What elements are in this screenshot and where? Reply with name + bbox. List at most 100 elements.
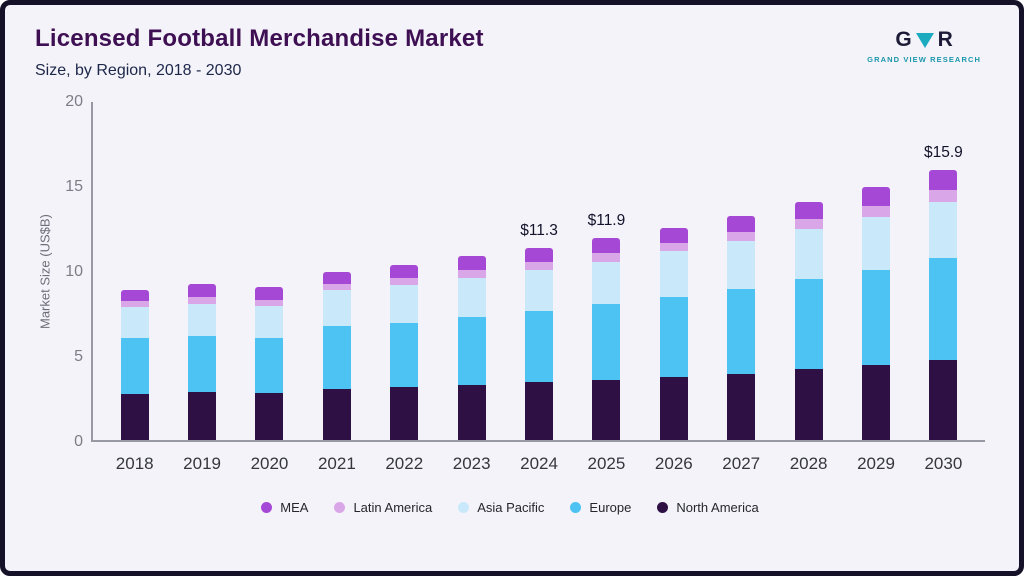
plot-bars: $11.3 $11.9 $15.9 (93, 102, 985, 440)
bar-column-2030: $15.9 (910, 102, 977, 440)
page-subtitle: Size, by Region, 2018 - 2030 (35, 62, 242, 79)
bar-segment-north-america (255, 393, 284, 440)
bar-segment-europe (188, 336, 217, 393)
x-axis-label: 2020 (250, 454, 289, 473)
bar-segment-latin-america (120, 301, 149, 308)
bar-segment-asia-pacific (861, 217, 890, 271)
x-axis-labels: 2018 2019 2020 2021 2022 2023 2024 2025 2026 2027… (93, 442, 985, 474)
bar-segment-europe (929, 258, 958, 361)
x-axis-spacer (35, 442, 93, 474)
bar-segment-mea (120, 290, 149, 302)
bar-segment-asia-pacific (255, 305, 284, 338)
bar-segment-mea (525, 247, 554, 262)
y-tick-label: 20 (65, 93, 83, 110)
bar-stack (861, 186, 890, 440)
bar-segment-europe (525, 310, 554, 383)
x-axis-label: 2019 (183, 454, 221, 473)
page-title: Licensed Football Merchandise Market (35, 25, 484, 52)
bar-stack (120, 290, 149, 440)
legend-dot (458, 502, 470, 513)
bar-segment-latin-america (322, 283, 351, 291)
bar-stack (322, 271, 351, 440)
bar-segment-asia-pacific (322, 290, 351, 327)
bar-segment-asia-pacific (727, 241, 756, 289)
bar-segment-north-america (929, 360, 958, 440)
bar-segment-mea (929, 169, 958, 191)
bar-segment-latin-america (255, 299, 284, 306)
legend: MEA Latin America Asia Pacific Europe North … (35, 500, 985, 515)
bar-stack (727, 215, 756, 440)
bar-column-2026 (640, 102, 707, 440)
bar-value-label: $11.9 (587, 211, 626, 229)
bar-column-2018 (101, 102, 168, 440)
bar-segment-north-america (457, 384, 486, 440)
bar-segment-north-america (861, 365, 890, 440)
legend-item-north-america: North America (657, 500, 759, 515)
x-axis-label: 2029 (857, 454, 895, 473)
legend-label: MEA (280, 500, 309, 515)
x-axis: 2018 2019 2020 2021 2022 2023 2024 2025 2026 2027… (35, 442, 985, 474)
logo-r-icon: R (937, 28, 953, 51)
x-axis-label: 2023 (452, 454, 491, 473)
bar-stack (390, 264, 419, 440)
x-axis-label: 2022 (385, 454, 424, 473)
legend-dot (657, 502, 669, 513)
bar-stack (794, 202, 823, 440)
y-tick-label: 0 (74, 433, 83, 450)
x-axis-label: 2027 (722, 454, 761, 473)
x-axis-label: 2030 (924, 454, 963, 473)
bar-column-2024: $11.3 (505, 102, 572, 440)
bar-segment-north-america (120, 394, 149, 440)
y-axis-ticks: 0 5 10 15 20 (55, 93, 91, 450)
bar-segment-mea (188, 283, 217, 298)
bar-segment-latin-america (525, 261, 554, 271)
bar-stack (457, 256, 486, 440)
legend-label: Europe (589, 500, 632, 515)
bar-segment-mea (861, 186, 890, 207)
bar-segment-europe (727, 288, 756, 374)
bar-segment-asia-pacific (525, 270, 554, 311)
bar-value-label: $15.9 (923, 143, 963, 161)
legend-label: Asia Pacific (477, 500, 545, 515)
bar-segment-north-america (592, 379, 621, 440)
logo-g-icon: G (895, 28, 912, 51)
bar-segment-europe (659, 297, 688, 378)
x-axis-label: 2025 (587, 454, 626, 473)
y-tick-label: 15 (65, 178, 83, 195)
bar-segment-mea (322, 271, 351, 284)
bar-value-label: $11.3 (520, 221, 558, 239)
legend-label: Latin America (353, 500, 433, 515)
bar-segment-europe (457, 316, 486, 385)
y-tick-label: 10 (65, 263, 83, 280)
bar-segment-latin-america (659, 242, 688, 252)
bar-column-2025: $11.9 (573, 102, 640, 440)
bar-segment-latin-america (592, 253, 621, 262)
bar-column-2019 (168, 102, 235, 440)
legend-label: North America (676, 500, 759, 515)
bar-segment-asia-pacific (390, 285, 419, 323)
bar-segment-asia-pacific (794, 229, 823, 279)
bar-segment-asia-pacific (188, 304, 217, 337)
bar-segment-asia-pacific (457, 277, 486, 317)
bar-segment-asia-pacific (659, 251, 688, 298)
bar-segment-europe (390, 322, 419, 388)
bar-segment-europe (592, 304, 621, 380)
legend-item-europe: Europe (570, 500, 631, 515)
bar-column-2020 (236, 102, 303, 440)
bar-segment-latin-america (188, 297, 217, 305)
bar-column-2029 (842, 102, 909, 440)
bar-segment-north-america (390, 387, 419, 440)
bar-segment-mea (659, 227, 688, 243)
bar-segment-latin-america (390, 277, 419, 286)
bar-column-2022 (371, 102, 438, 440)
chart: Market Size (US$B) 0 5 10 15 20 $11.3 $11.9 $1… (35, 93, 985, 450)
bar-segment-mea (255, 287, 284, 300)
bar-segment-latin-america (794, 219, 823, 230)
bar-segment-latin-america (727, 231, 756, 242)
bar-segment-north-america (659, 377, 688, 440)
bar-stack (188, 283, 217, 440)
bar-segment-latin-america (457, 270, 486, 278)
bar-stack (525, 247, 554, 440)
header: Licensed Football Merchandise Market Siz… (35, 25, 985, 80)
